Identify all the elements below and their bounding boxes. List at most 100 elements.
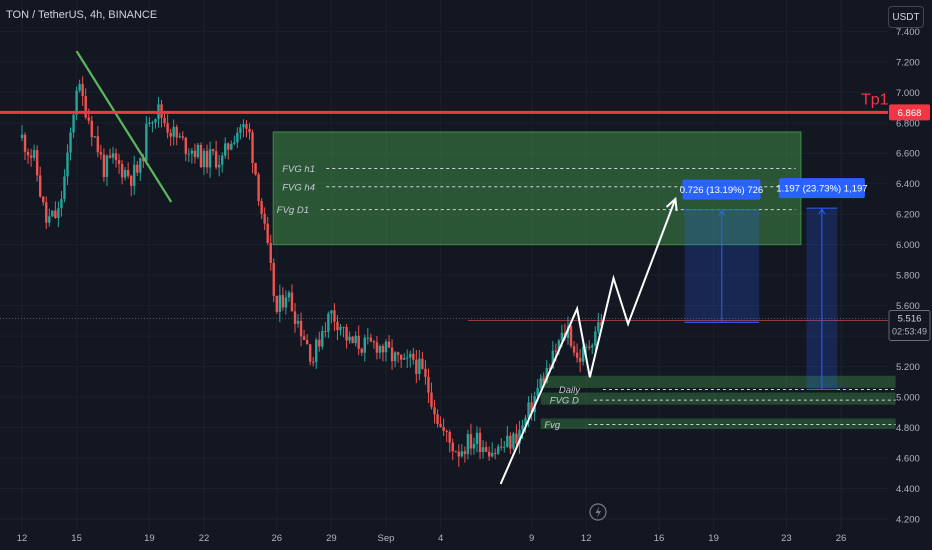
candle-body — [281, 295, 285, 308]
candle-body — [208, 149, 212, 168]
candle-body — [148, 122, 151, 124]
candle-body — [518, 429, 521, 444]
candle-body — [99, 152, 103, 155]
candle-body — [260, 201, 263, 214]
candle-body — [26, 151, 30, 156]
candle-body — [202, 150, 206, 168]
level-label: Daily — [559, 385, 581, 396]
x-tick-label: 26 — [836, 533, 847, 544]
y-tick-label: 5.200 — [896, 362, 920, 373]
candle-body — [600, 322, 603, 326]
candle-body — [236, 132, 239, 143]
candle-body — [515, 433, 518, 444]
candle-body — [327, 313, 330, 332]
candle-body — [139, 158, 142, 173]
candle-body — [181, 136, 184, 138]
candle-body — [196, 144, 200, 158]
candle-body — [312, 361, 315, 363]
candle-body — [548, 368, 551, 370]
candle-body — [369, 337, 373, 342]
trend-line-segment — [75, 50, 173, 203]
measure-arrow-head — [718, 209, 726, 216]
x-tick-label: 12 — [581, 533, 592, 544]
candle-body — [345, 327, 348, 341]
candle-body — [23, 134, 27, 152]
candle-body — [130, 175, 133, 186]
candle-body — [117, 160, 121, 164]
candle-body — [93, 136, 96, 138]
candle-body — [421, 358, 424, 369]
level-label: Fvg — [544, 420, 561, 431]
y-tick-label: 6.000 — [896, 240, 920, 251]
candle-body — [536, 387, 539, 397]
x-tick-label: 26 — [272, 533, 283, 544]
x-tick-label: Sep — [378, 533, 395, 544]
candle-body — [360, 348, 363, 353]
candle-body — [463, 451, 467, 454]
candle-body — [133, 164, 136, 186]
candle-body — [166, 123, 169, 133]
candle-body — [257, 174, 260, 202]
candle-body — [175, 126, 178, 138]
candle-body — [87, 117, 90, 121]
candle-body — [96, 136, 100, 153]
tp1-price-box — [889, 104, 930, 121]
y-tick-label: 6.200 — [896, 210, 920, 221]
y-tick-label: 5.000 — [896, 393, 920, 404]
candle-body — [51, 210, 54, 217]
candle-body — [190, 150, 194, 154]
candle-body — [142, 158, 145, 162]
level-label: FVG h1 — [282, 164, 315, 175]
candle-body — [278, 295, 282, 312]
candle-body — [348, 336, 351, 341]
candle-body — [572, 346, 576, 353]
candle-body — [339, 326, 342, 331]
candle-body — [75, 90, 78, 115]
candle-body — [372, 341, 376, 343]
y-tick-label: 4.200 — [896, 515, 920, 526]
candle-body — [217, 164, 221, 168]
candle-body — [390, 347, 394, 362]
y-tick-label: 5.600 — [896, 301, 920, 312]
candle-body — [84, 96, 87, 118]
candle-body — [387, 341, 391, 348]
candle-body — [351, 336, 354, 344]
candle-body — [375, 342, 379, 353]
x-tick-label: 29 — [326, 533, 337, 544]
candle-body — [290, 292, 294, 312]
daily-fvg-zone — [540, 375, 896, 388]
candle-body — [415, 359, 418, 375]
current-price-label: 5.516 — [898, 313, 922, 324]
candle-body — [418, 358, 421, 375]
candle-body — [263, 213, 266, 224]
candle-body — [54, 210, 57, 218]
candle-body — [78, 84, 81, 91]
candle-body — [214, 151, 218, 168]
fvg-zone-low — [540, 418, 896, 430]
x-tick-label: 19 — [708, 533, 719, 544]
candle-body — [554, 350, 558, 352]
candle-body — [521, 425, 524, 430]
candle-body — [466, 434, 470, 454]
current-price-box — [888, 310, 931, 341]
candle-body — [324, 330, 327, 332]
candle-body — [120, 163, 124, 178]
candle-body — [497, 446, 500, 454]
x-tick-label: 16 — [654, 533, 665, 544]
x-tick-label: 23 — [781, 533, 792, 544]
candle-body — [39, 175, 42, 197]
candle-body — [123, 170, 127, 178]
candle-body — [305, 339, 309, 345]
x-tick-label: 22 — [199, 533, 210, 544]
flash-icon[interactable] — [589, 503, 607, 521]
candle-body — [272, 262, 275, 296]
candles — [20, 76, 603, 467]
candle-body — [45, 202, 48, 223]
candle-body — [315, 339, 318, 362]
candle-body — [494, 452, 497, 454]
trend-line — [75, 50, 173, 203]
candle-body — [527, 402, 530, 418]
currency-button[interactable]: USDT — [888, 6, 924, 28]
